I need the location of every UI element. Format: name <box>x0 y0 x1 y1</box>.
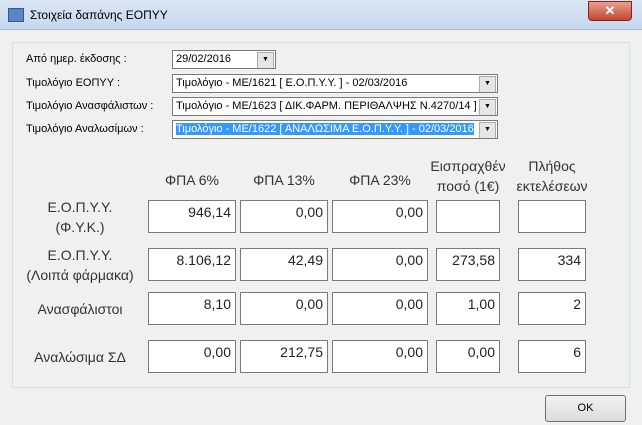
value-text: 273,58 <box>452 252 495 268</box>
column-header: Πλήθος <box>528 158 576 174</box>
value-field[interactable]: 212,75 <box>240 340 328 373</box>
dropdown[interactable]: Τιμολόγιο - ΜΕ/1623 [ ΔΙΚ.ΦΑΡΜ. ΠΕΡΙΘΑΛΨ… <box>172 97 498 116</box>
dropdown-arrow[interactable]: ▼ <box>479 76 496 92</box>
column-header: εκτελέσεων <box>516 178 588 194</box>
value-text: 2 <box>573 296 581 312</box>
row-label: Ε.Ο.Π.Υ.Υ. <box>47 198 113 215</box>
window-title: Στοιχεία δαπάνης ΕΟΠΥΥ <box>30 8 168 22</box>
value-field[interactable]: 334 <box>518 248 586 281</box>
value-field[interactable]: 0,00 <box>332 248 428 281</box>
dropdown-value: Τιμολόγιο - ΜΕ/1622 [ ΑΝΑΛΩΣΙΜΑ Ε.Ο.Π.Υ.… <box>176 123 474 135</box>
value-text: 0,00 <box>467 344 495 360</box>
dropdown[interactable]: Τιμολόγιο - ΜΕ/1622 [ ΑΝΑΛΩΣΙΜΑ Ε.Ο.Π.Υ.… <box>172 120 498 139</box>
value-text: 0,00 <box>203 344 231 360</box>
value-text: 334 <box>557 252 581 268</box>
value-field[interactable]: 0,00 <box>148 340 236 373</box>
value-field[interactable] <box>518 200 586 233</box>
row-label: Αναλώσιμα ΣΔ <box>34 348 126 365</box>
value-field[interactable]: 946,14 <box>148 200 236 233</box>
column-header: ποσό (1€) <box>436 178 500 194</box>
value-text: 0,00 <box>295 204 323 220</box>
value-text: 8.106,12 <box>176 252 232 268</box>
row-label: Ανασφάλιστοι <box>37 300 123 317</box>
value-field[interactable]: 8,10 <box>148 292 236 325</box>
field-label: Τιμολόγιο ΕΟΠΥΥ : <box>26 77 120 89</box>
value-field[interactable]: 42,49 <box>240 248 328 281</box>
field-label: Τιμολόγιο Αναλωσίμων : <box>26 123 144 135</box>
value-text: 0,00 <box>295 296 323 312</box>
value-field[interactable]: 1,00 <box>436 292 500 325</box>
dropdown[interactable]: 29/02/2016 ▼ <box>172 50 276 69</box>
column-header: Εισπραχθέν <box>430 158 506 174</box>
value-text: 0,00 <box>395 252 423 268</box>
value-field[interactable]: 2 <box>518 292 586 325</box>
dropdown-value: 29/02/2016 <box>176 53 232 65</box>
dropdown-arrow[interactable]: ▼ <box>257 52 274 68</box>
ok-button[interactable]: OK <box>545 395 626 422</box>
row-label: (Λοιπά φάρμακα) <box>26 266 134 283</box>
value-field[interactable]: 0,00 <box>332 200 428 233</box>
group-box <box>12 42 630 388</box>
column-header: ΦΠΑ 13% <box>253 172 315 188</box>
value-text: 0,00 <box>395 296 423 312</box>
title-bar <box>0 0 642 30</box>
value-field[interactable]: 0,00 <box>332 292 428 325</box>
column-header: ΦΠΑ 6% <box>165 172 219 188</box>
field-label: Από ημερ. έκδοσης : <box>26 53 127 65</box>
value-text: 0,00 <box>395 204 423 220</box>
value-field[interactable]: 6 <box>518 340 586 373</box>
value-text: 8,10 <box>203 296 231 312</box>
value-field[interactable] <box>436 200 500 233</box>
value-text: 946,14 <box>188 204 231 220</box>
dropdown-arrow[interactable]: ▼ <box>479 122 496 138</box>
value-text: 212,75 <box>280 344 323 360</box>
row-label: (Φ.Υ.Κ.) <box>55 218 105 235</box>
value-text: 0,00 <box>395 344 423 360</box>
value-field[interactable]: 0,00 <box>240 200 328 233</box>
value-text: 1,00 <box>467 296 495 312</box>
value-text: 42,49 <box>287 252 323 268</box>
value-field[interactable]: 8.106,12 <box>148 248 236 281</box>
value-field[interactable]: 273,58 <box>436 248 500 281</box>
value-field[interactable]: 0,00 <box>436 340 500 373</box>
window-icon <box>8 8 24 22</box>
close-button[interactable]: ✕ <box>588 1 632 21</box>
dropdown-arrow[interactable]: ▼ <box>479 99 496 115</box>
column-header: ΦΠΑ 23% <box>349 172 411 188</box>
dropdown[interactable]: Τιμολόγιο - ΜΕ/1621 [ Ε.Ο.Π.Υ.Υ. ] - 02/… <box>172 74 498 93</box>
row-label: Ε.Ο.Π.Υ.Υ. <box>47 246 113 263</box>
dropdown-value: Τιμολόγιο - ΜΕ/1623 [ ΔΙΚ.ΦΑΡΜ. ΠΕΡΙΘΑΛΨ… <box>176 100 493 112</box>
value-field[interactable]: 0,00 <box>332 340 428 373</box>
dropdown-value: Τιμολόγιο - ΜΕ/1621 [ Ε.Ο.Π.Υ.Υ. ] - 02/… <box>176 77 408 89</box>
field-label: Τιμολόγιο Ανασφάλιστων : <box>26 100 154 112</box>
value-field[interactable]: 0,00 <box>240 292 328 325</box>
value-text: 6 <box>573 344 581 360</box>
